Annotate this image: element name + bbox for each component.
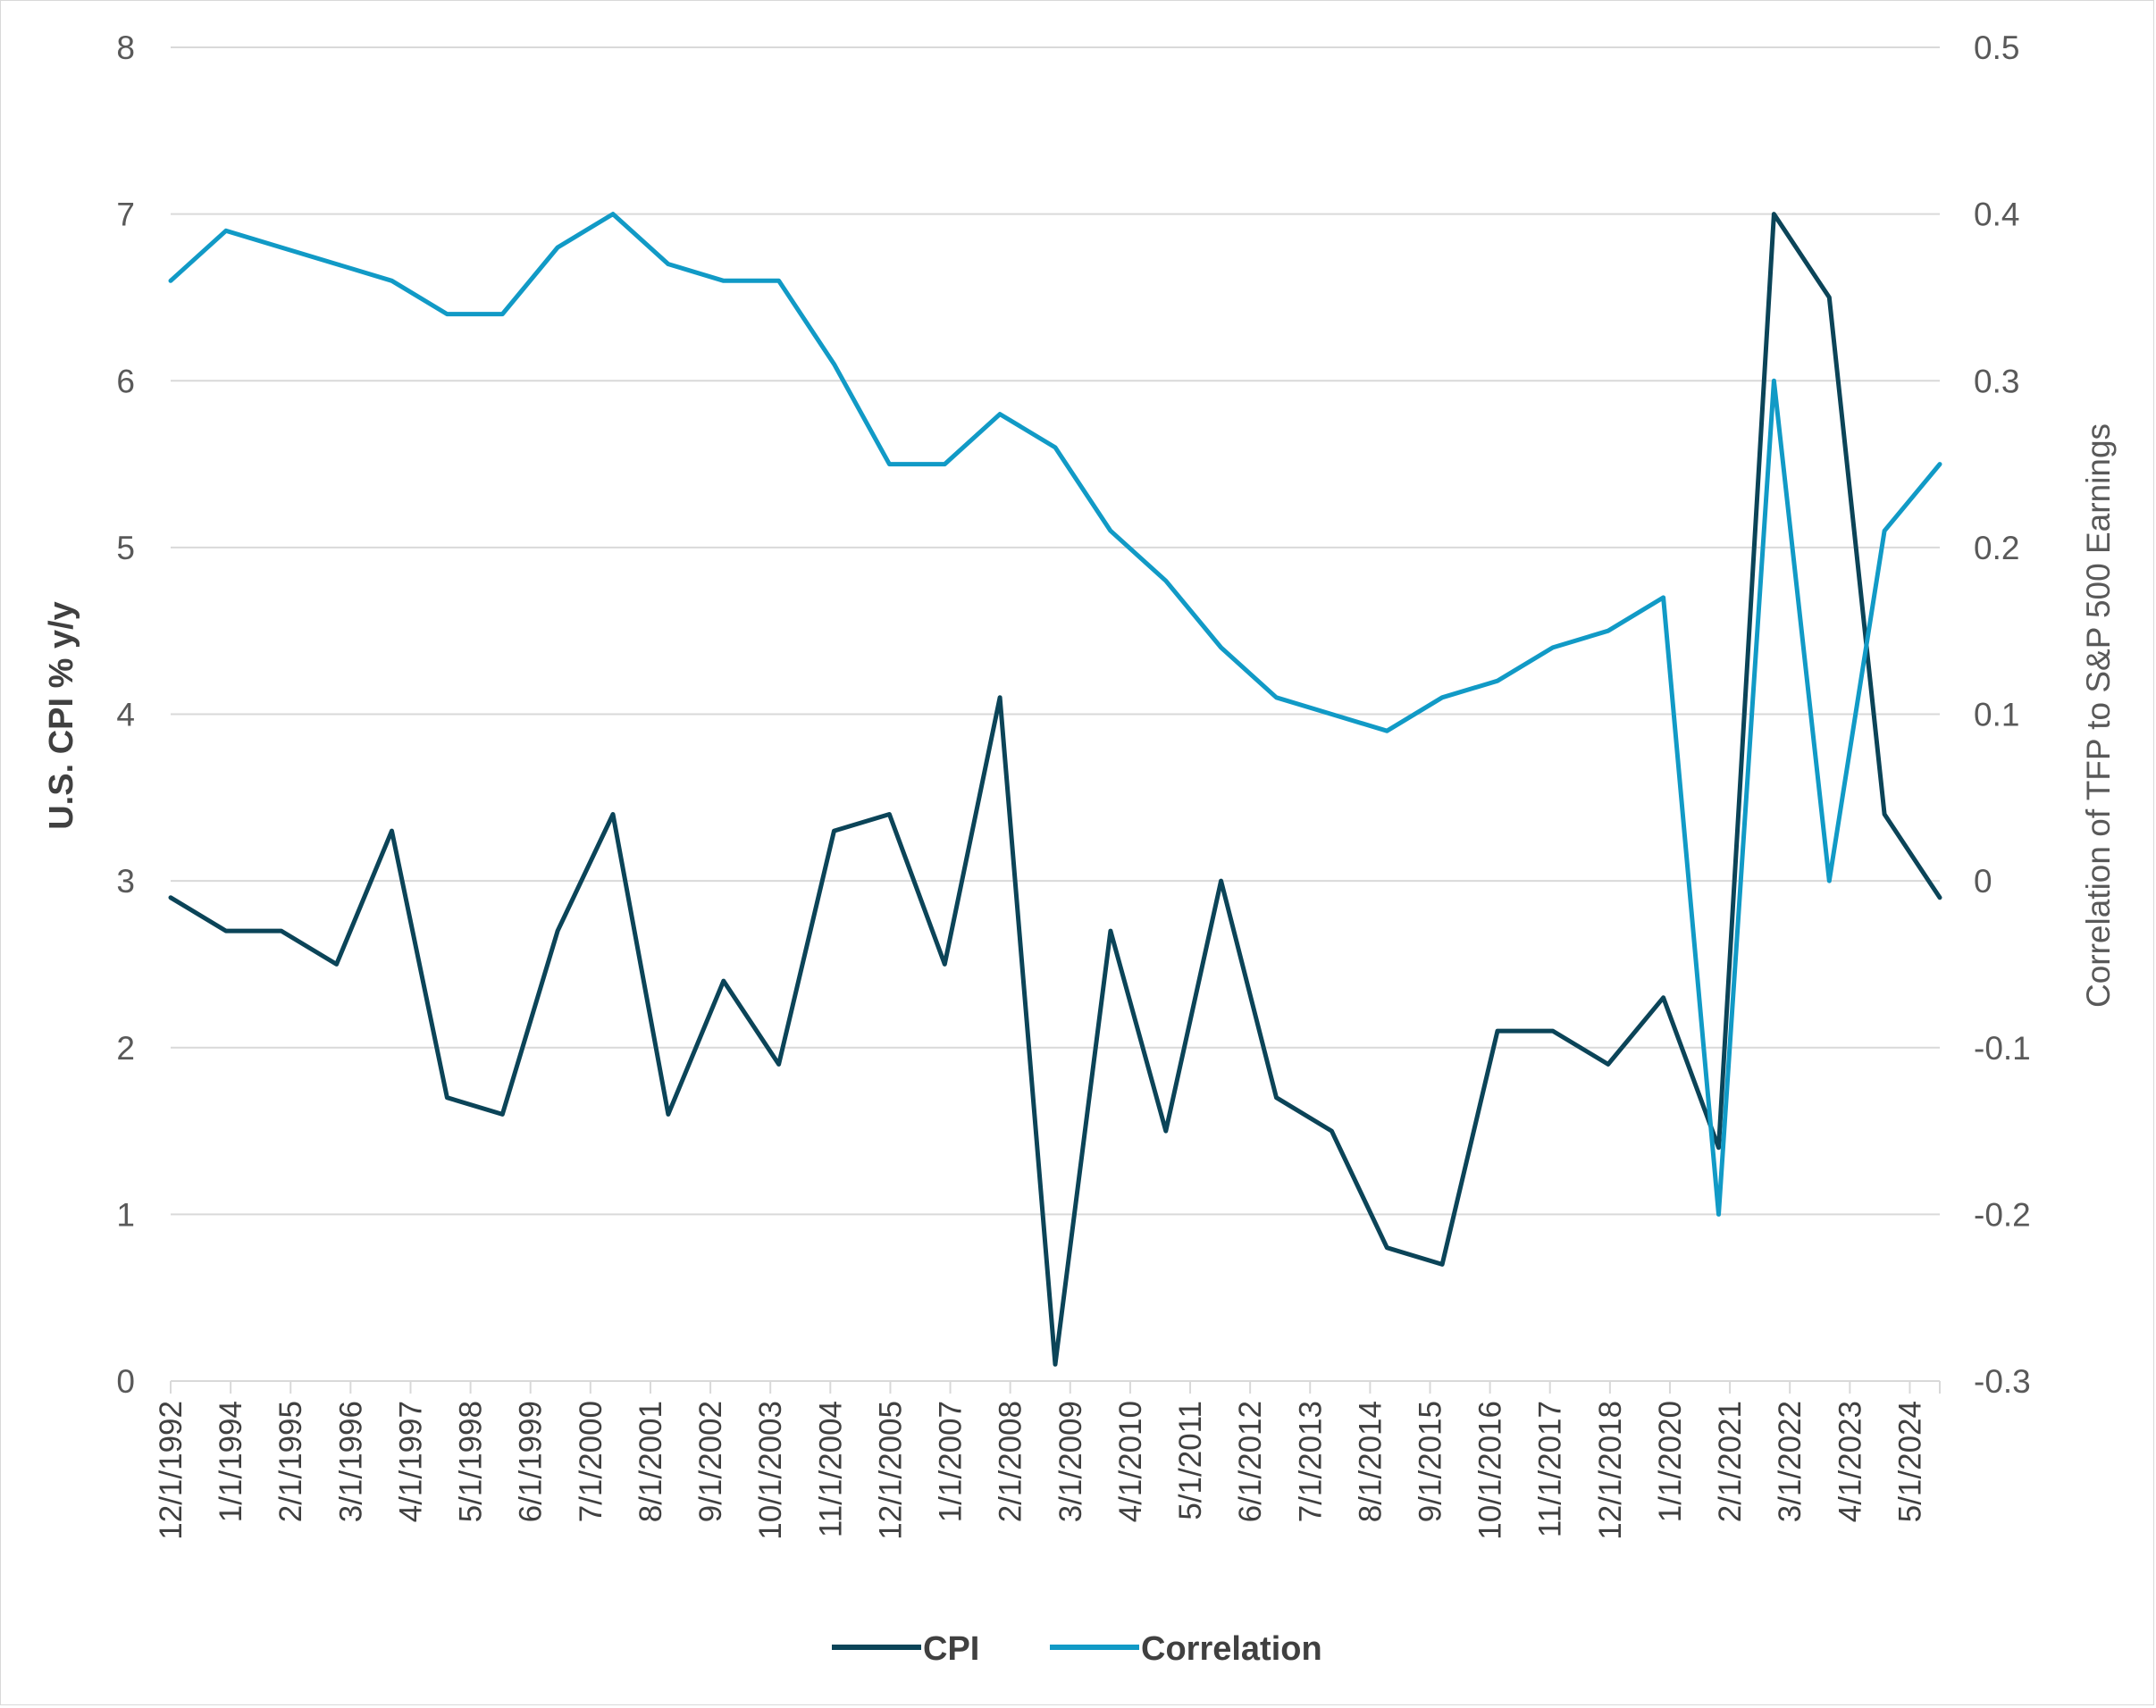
y-axis-right: -0.3 -0.2 -0.1 0 0.1 0.2 0.3 0.4 0.5 — [1974, 29, 2031, 1400]
y-right-tick-label: 0.1 — [1974, 697, 2019, 733]
y-left-tick-label: 6 — [116, 363, 135, 399]
y-right-tick-label: -0.3 — [1974, 1363, 2031, 1400]
x-tick-label: 4/1/2010 — [1113, 1401, 1148, 1522]
y-right-tick-label: 0 — [1974, 863, 1992, 900]
x-tick-label: 11/1/2017 — [1533, 1401, 1568, 1537]
y-right-tick-label: 0.3 — [1974, 363, 2019, 399]
x-tick-label: 11/1/2004 — [813, 1401, 848, 1537]
x-tick-label: 5/1/1998 — [454, 1401, 489, 1522]
legend-label-correlation: Correlation — [1141, 1630, 1322, 1668]
x-tick-label: 1/1/1994 — [214, 1401, 248, 1522]
legend: CPI Correlation — [832, 1630, 1322, 1668]
gridlines — [171, 46, 1940, 1216]
y-left-tick-label: 1 — [116, 1196, 135, 1233]
y-left-tick-label: 4 — [116, 697, 135, 733]
x-axis: 12/1/1992 1/1/1994 2/1/1995 3/1/1996 4/1/199… — [154, 1380, 1941, 1540]
series-line-correlation — [168, 212, 1942, 1217]
x-tick-label: 3/1/1996 — [333, 1401, 368, 1522]
x-tick-label: 2/1/1995 — [273, 1401, 308, 1522]
x-tick-label: 10/1/2003 — [753, 1401, 788, 1540]
y-right-tick-label: 0.5 — [1974, 29, 2019, 66]
x-tick-label: 6/1/2012 — [1233, 1401, 1268, 1522]
x-tick-label: 3/1/2009 — [1053, 1401, 1088, 1522]
x-tick-label: 4/1/1997 — [393, 1401, 428, 1522]
y-left-tick-label: 3 — [116, 863, 135, 900]
x-tick-label: 8/1/2014 — [1353, 1401, 1388, 1522]
y-left-tick-label: 5 — [116, 530, 135, 566]
x-tick-label: 12/1/2005 — [873, 1401, 908, 1540]
x-tick-label: 5/1/2024 — [1892, 1401, 1927, 1522]
x-tick-label: 1/1/2007 — [934, 1401, 969, 1522]
x-tick-label: 3/1/2022 — [1773, 1401, 1808, 1522]
x-tick-label: 9/1/2002 — [693, 1401, 728, 1522]
y-axis-left-title: U.S. CPI % y/y — [43, 601, 80, 830]
x-tick-label: 12/1/2018 — [1593, 1401, 1628, 1540]
x-tick-label: 2/1/2008 — [994, 1401, 1028, 1522]
series-line-cpi — [168, 212, 1942, 1367]
x-tick-label: 4/1/2023 — [1833, 1401, 1867, 1522]
x-tick-label: 12/1/1992 — [154, 1401, 189, 1540]
legend-label-cpi: CPI — [923, 1630, 979, 1668]
y-left-tick-label: 0 — [116, 1363, 135, 1400]
y-axis-left: 0 1 2 3 4 5 6 7 8 — [116, 29, 135, 1400]
x-tick-label: 5/1/2011 — [1173, 1401, 1208, 1520]
x-tick-label: 7/1/2000 — [574, 1401, 608, 1522]
y-right-tick-label: 0.2 — [1974, 530, 2019, 566]
x-tick-label: 9/1/2015 — [1413, 1401, 1447, 1522]
y-left-tick-label: 2 — [116, 1030, 135, 1067]
x-tick-label: 8/1/2001 — [633, 1401, 668, 1522]
x-tick-label: 2/1/2021 — [1713, 1401, 1748, 1522]
y-left-tick-label: 8 — [116, 29, 135, 66]
y-right-tick-label: -0.2 — [1974, 1196, 2031, 1233]
y-right-tick-label: 0.4 — [1974, 197, 2019, 233]
y-axis-right-title: Correlation of TFP to S&P 500 Earnings — [2080, 423, 2117, 1008]
y-right-tick-label: -0.1 — [1974, 1030, 2031, 1067]
x-tick-label: 6/1/1999 — [514, 1401, 549, 1522]
series-lines — [168, 212, 1942, 1367]
x-tick-label: 10/1/2016 — [1473, 1401, 1508, 1540]
x-tick-label: 1/1/2020 — [1653, 1401, 1688, 1522]
x-tick-label: 7/1/2013 — [1293, 1401, 1328, 1522]
y-left-tick-label: 7 — [116, 197, 135, 233]
